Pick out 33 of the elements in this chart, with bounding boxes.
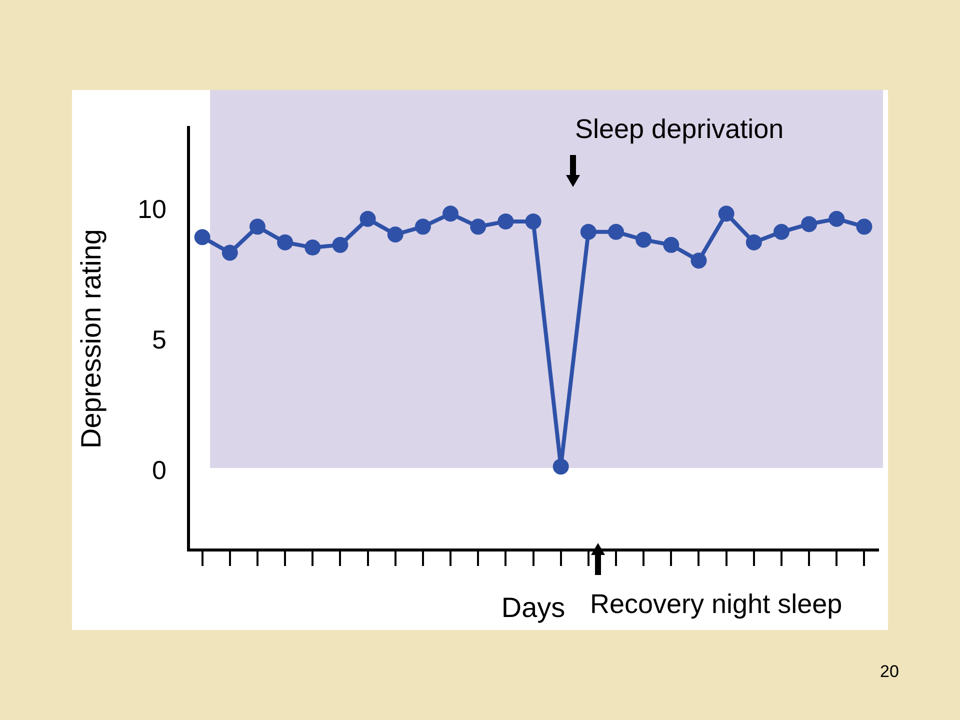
point [608,224,624,240]
text: 20 [880,662,899,682]
point [414,218,431,235]
point [663,236,680,253]
point [718,206,734,222]
point [498,213,514,230]
point [856,218,872,235]
point [387,226,404,243]
point [636,232,652,248]
point [801,216,818,232]
y-tick-label: 10 [138,194,167,224]
y-axis-title: Depression rating [76,229,107,449]
point [690,252,707,269]
point [552,458,569,475]
point [222,244,238,261]
annotation: Sleep deprivation [575,114,784,145]
point [442,206,459,222]
point [470,218,486,235]
point [277,234,294,250]
point [580,224,596,240]
point [360,210,376,227]
text: Recovery night sleep [590,589,842,620]
point [332,236,348,253]
y-tick-label: 0 [152,454,167,485]
point [773,224,790,240]
point [828,210,845,227]
point [304,240,321,256]
point [249,218,266,235]
x-axis-title: Days [501,592,566,623]
point [194,229,210,246]
point [746,234,762,250]
y-tick-label: 5 [152,324,167,355]
point [525,213,542,230]
